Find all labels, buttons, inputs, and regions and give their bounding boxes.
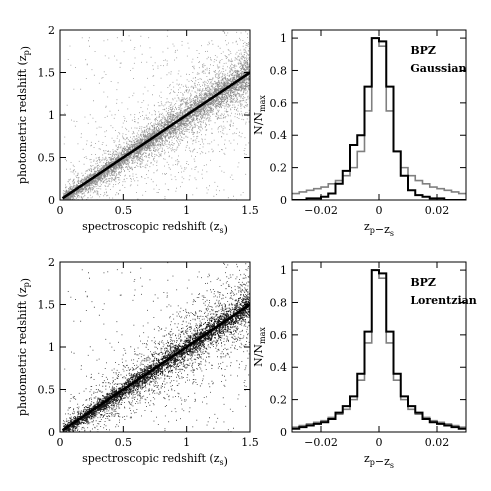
axes-frame <box>291 29 467 201</box>
y-tick-label: 0.5 <box>38 384 56 397</box>
y-tick-label: 0 <box>48 194 55 207</box>
y-tick-label: 1 <box>48 109 55 122</box>
y-tick-label: 0.8 <box>270 296 288 309</box>
y-tick-label: 1 <box>48 341 55 354</box>
panel-top-right: BPZ Gaussian −0.02 0 0.02 0 0.2 0.4 0.6 0.8 1 zp−zs… <box>252 29 467 238</box>
plot-area <box>292 269 466 430</box>
scatter-points <box>62 30 250 200</box>
one-to-one-line <box>61 303 250 432</box>
x-tick-label: 1 <box>183 204 190 217</box>
one-to-one-line <box>61 71 250 200</box>
plot-area <box>61 30 250 200</box>
x-axis-label: spectroscopic redshift (zs) <box>82 452 228 468</box>
panel-bottom-left: 0 0.5 1 1.5 0 0.5 1 1.5 2 spectroscopic redshift … <box>16 256 259 468</box>
legend-entry-1: Lorentzian <box>410 294 477 307</box>
x-tick-label: 1.5 <box>241 204 259 217</box>
x-tick-label: −0.02 <box>304 204 338 217</box>
y-tick-label: 0.4 <box>270 129 288 142</box>
y-tick-label: 0.2 <box>270 394 288 407</box>
x-tick-label: 0 <box>376 436 383 449</box>
y-axis-label: N/Nmax <box>252 327 267 367</box>
x-tick-label: 0.02 <box>425 436 450 449</box>
y-tick-label: 1 <box>280 264 287 277</box>
legend-entry-0: BPZ <box>410 276 436 289</box>
histogram-series-1 <box>292 37 466 200</box>
panel-bottom-right: BPZ Lorentzian −0.02 0 0.02 0 0.2 0.4 0.6 0.8 1 zp−… <box>252 261 477 470</box>
y-axis-label: photometric redshift (zp) <box>16 278 32 416</box>
plot-area <box>292 37 466 200</box>
legend-entry-1: Gaussian <box>410 62 466 75</box>
y-tick-label: 0 <box>280 426 287 439</box>
x-tick-label: 0 <box>57 204 64 217</box>
x-axis-label: spectroscopic redshift (zs) <box>82 220 228 236</box>
panel-top-left: 0 0.5 1 1.5 0 0.5 1 1.5 2 spectroscopic redshift … <box>16 24 259 236</box>
y-tick-label: 0 <box>280 194 287 207</box>
y-tick-label: 1.5 <box>38 67 56 80</box>
scatter-dots <box>62 262 250 432</box>
scatter-core <box>62 60 250 200</box>
x-tick-label: 1.5 <box>241 436 259 449</box>
y-tick-label: 0.2 <box>270 162 288 175</box>
x-tick-label: −0.02 <box>304 436 338 449</box>
y-tick-label: 0 <box>48 426 55 439</box>
y-axis-label: N/Nmax <box>252 95 267 135</box>
x-tick-label: 0 <box>57 436 64 449</box>
legend-entry-0: BPZ <box>410 44 436 57</box>
x-tick-label: 0 <box>376 204 383 217</box>
x-tick-label: 1 <box>183 436 190 449</box>
scatter-dots <box>62 30 250 200</box>
y-tick-label: 0.5 <box>38 152 56 165</box>
y-tick-label: 0.6 <box>270 97 288 110</box>
y-tick-label: 1.5 <box>38 299 56 312</box>
y-tick-label: 0.8 <box>270 64 288 77</box>
y-tick-label: 0.4 <box>270 361 288 374</box>
x-axis-label: zp−zs <box>364 220 394 238</box>
scatter-core <box>62 289 250 432</box>
y-tick-label: 0.6 <box>270 329 288 342</box>
y-tick-label: 2 <box>48 256 55 269</box>
plot-area <box>61 262 250 432</box>
x-axis-label: zp−zs <box>364 452 394 470</box>
histogram-series-1 <box>292 269 466 430</box>
y-tick-label: 1 <box>280 32 287 45</box>
y-tick-label: 2 <box>48 24 55 37</box>
x-tick-label: 0.5 <box>115 436 133 449</box>
x-tick-label: 0.02 <box>425 204 450 217</box>
axes-frame <box>291 261 467 433</box>
x-tick-label: 0.5 <box>115 204 133 217</box>
y-axis-label: photometric redshift (zp) <box>16 46 32 184</box>
